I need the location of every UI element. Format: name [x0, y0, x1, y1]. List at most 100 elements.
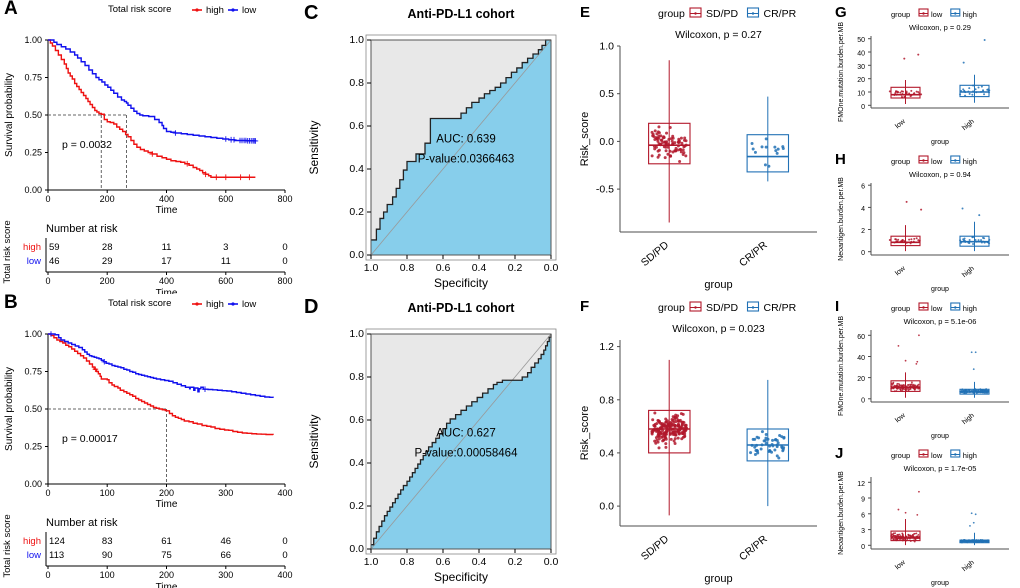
- svg-text:1.0: 1.0: [349, 328, 364, 340]
- svg-text:B: B: [4, 294, 18, 313]
- svg-text:low: low: [242, 299, 256, 310]
- svg-text:J: J: [835, 445, 843, 462]
- svg-text:90: 90: [102, 550, 113, 561]
- svg-text:0.0: 0.0: [544, 262, 559, 274]
- svg-text:0.50: 0.50: [24, 110, 42, 120]
- svg-text:0.0: 0.0: [349, 249, 364, 261]
- svg-text:0.75: 0.75: [24, 367, 42, 377]
- svg-text:40: 40: [857, 355, 865, 362]
- svg-text:11: 11: [162, 242, 172, 253]
- svg-text:p = 0.00017: p = 0.00017: [62, 433, 118, 445]
- svg-text:200: 200: [159, 570, 174, 580]
- svg-text:CR/PR: CR/PR: [764, 8, 797, 20]
- svg-text:0.8: 0.8: [400, 262, 415, 274]
- svg-text:Specificity: Specificity: [434, 276, 488, 290]
- svg-text:high: high: [961, 559, 976, 573]
- svg-text:1.00: 1.00: [24, 329, 42, 339]
- svg-text:low: low: [931, 10, 943, 19]
- svg-text:high: high: [961, 265, 976, 279]
- svg-text:SD/PD: SD/PD: [706, 302, 739, 314]
- svg-text:0.25: 0.25: [24, 442, 42, 452]
- svg-text:high: high: [206, 299, 224, 310]
- svg-text:FMOne.mutation.burden.per.MB: FMOne.mutation.burden.per.MB: [838, 316, 845, 416]
- svg-text:Number at risk: Number at risk: [46, 517, 118, 529]
- svg-text:Wilcoxon, p = 0.27: Wilcoxon, p = 0.27: [675, 29, 762, 41]
- svg-text:A: A: [4, 0, 18, 19]
- svg-text:50: 50: [857, 37, 865, 44]
- svg-text:high: high: [963, 157, 977, 166]
- svg-text:0.8: 0.8: [400, 556, 415, 568]
- svg-text:6: 6: [861, 184, 865, 191]
- svg-text:Risk_score: Risk_score: [579, 406, 591, 460]
- svg-text:0: 0: [861, 250, 865, 257]
- svg-text:group: group: [891, 10, 910, 19]
- svg-text:Neoantigen.burden.per.MB: Neoantigen.burden.per.MB: [838, 177, 845, 261]
- svg-text:0.00: 0.00: [24, 185, 42, 195]
- svg-text:0.8: 0.8: [599, 394, 614, 406]
- svg-text:46: 46: [221, 536, 232, 547]
- svg-text:113: 113: [49, 550, 64, 561]
- svg-text:1.0: 1.0: [349, 34, 364, 46]
- svg-text:low: low: [894, 118, 907, 131]
- svg-text:0: 0: [861, 104, 865, 111]
- svg-text:400: 400: [159, 194, 174, 204]
- svg-text:low: low: [894, 412, 907, 425]
- svg-text:0.8: 0.8: [349, 77, 364, 89]
- svg-text:low: low: [931, 157, 943, 166]
- svg-text:group: group: [658, 302, 685, 314]
- svg-text:AUC: 0.627: AUC: 0.627: [436, 428, 495, 440]
- svg-text:Survival probability: Survival probability: [4, 73, 15, 157]
- svg-text:1.0: 1.0: [364, 262, 379, 274]
- svg-text:0: 0: [282, 536, 287, 547]
- svg-text:Time: Time: [156, 499, 178, 510]
- svg-text:300: 300: [218, 488, 233, 498]
- svg-text:0.2: 0.2: [508, 262, 523, 274]
- svg-text:P-value:0.00058464: P-value:0.00058464: [415, 448, 519, 460]
- svg-text:4: 4: [861, 206, 865, 213]
- svg-text:E: E: [580, 4, 590, 21]
- svg-text:0.4: 0.4: [472, 262, 487, 274]
- svg-text:400: 400: [159, 276, 174, 286]
- svg-text:Number at risk: Number at risk: [46, 223, 118, 235]
- svg-text:Sensitivity: Sensitivity: [307, 414, 321, 468]
- svg-text:F: F: [580, 298, 589, 315]
- svg-text:46: 46: [49, 256, 60, 267]
- svg-text:0.0: 0.0: [599, 501, 614, 513]
- svg-text:0: 0: [45, 570, 50, 580]
- svg-text:0: 0: [861, 544, 865, 551]
- svg-text:low: low: [931, 304, 943, 313]
- svg-text:0: 0: [45, 276, 50, 286]
- svg-text:Wilcoxon, p = 1.7e-05: Wilcoxon, p = 1.7e-05: [904, 464, 977, 473]
- svg-text:0.50: 0.50: [24, 404, 42, 414]
- svg-text:CR/PR: CR/PR: [737, 533, 770, 563]
- svg-text:124: 124: [49, 536, 65, 547]
- svg-text:CR/PR: CR/PR: [737, 239, 770, 269]
- svg-text:FMOne.mutation.burden.per.MB: FMOne.mutation.burden.per.MB: [838, 22, 845, 122]
- svg-text:0.8: 0.8: [349, 371, 364, 383]
- svg-text:low: low: [931, 451, 943, 460]
- svg-text:66: 66: [221, 550, 232, 561]
- svg-text:SD/PD: SD/PD: [706, 8, 739, 20]
- svg-text:2: 2: [861, 228, 865, 235]
- svg-text:0.0: 0.0: [599, 136, 614, 148]
- svg-text:0: 0: [45, 488, 50, 498]
- svg-text:0.75: 0.75: [24, 73, 42, 83]
- svg-text:0.0: 0.0: [544, 556, 559, 568]
- svg-text:0.5: 0.5: [599, 88, 614, 100]
- svg-text:1.0: 1.0: [364, 556, 379, 568]
- svg-text:0: 0: [282, 550, 287, 561]
- svg-text:high: high: [961, 118, 976, 132]
- svg-text:0: 0: [861, 397, 865, 404]
- svg-text:0.4: 0.4: [349, 457, 364, 469]
- svg-text:p = 0.0032: p = 0.0032: [62, 139, 112, 151]
- svg-text:0.2: 0.2: [349, 206, 364, 218]
- svg-text:Total risk score: Total risk score: [2, 514, 13, 577]
- svg-text:0.4: 0.4: [349, 163, 364, 175]
- svg-text:200: 200: [100, 276, 115, 286]
- svg-text:group: group: [891, 304, 910, 313]
- svg-text:Risk_score: Risk_score: [579, 112, 591, 166]
- svg-text:3: 3: [861, 528, 865, 535]
- svg-text:SD/PD: SD/PD: [639, 533, 672, 563]
- svg-text:0.6: 0.6: [349, 120, 364, 132]
- svg-text:0.4: 0.4: [599, 447, 614, 459]
